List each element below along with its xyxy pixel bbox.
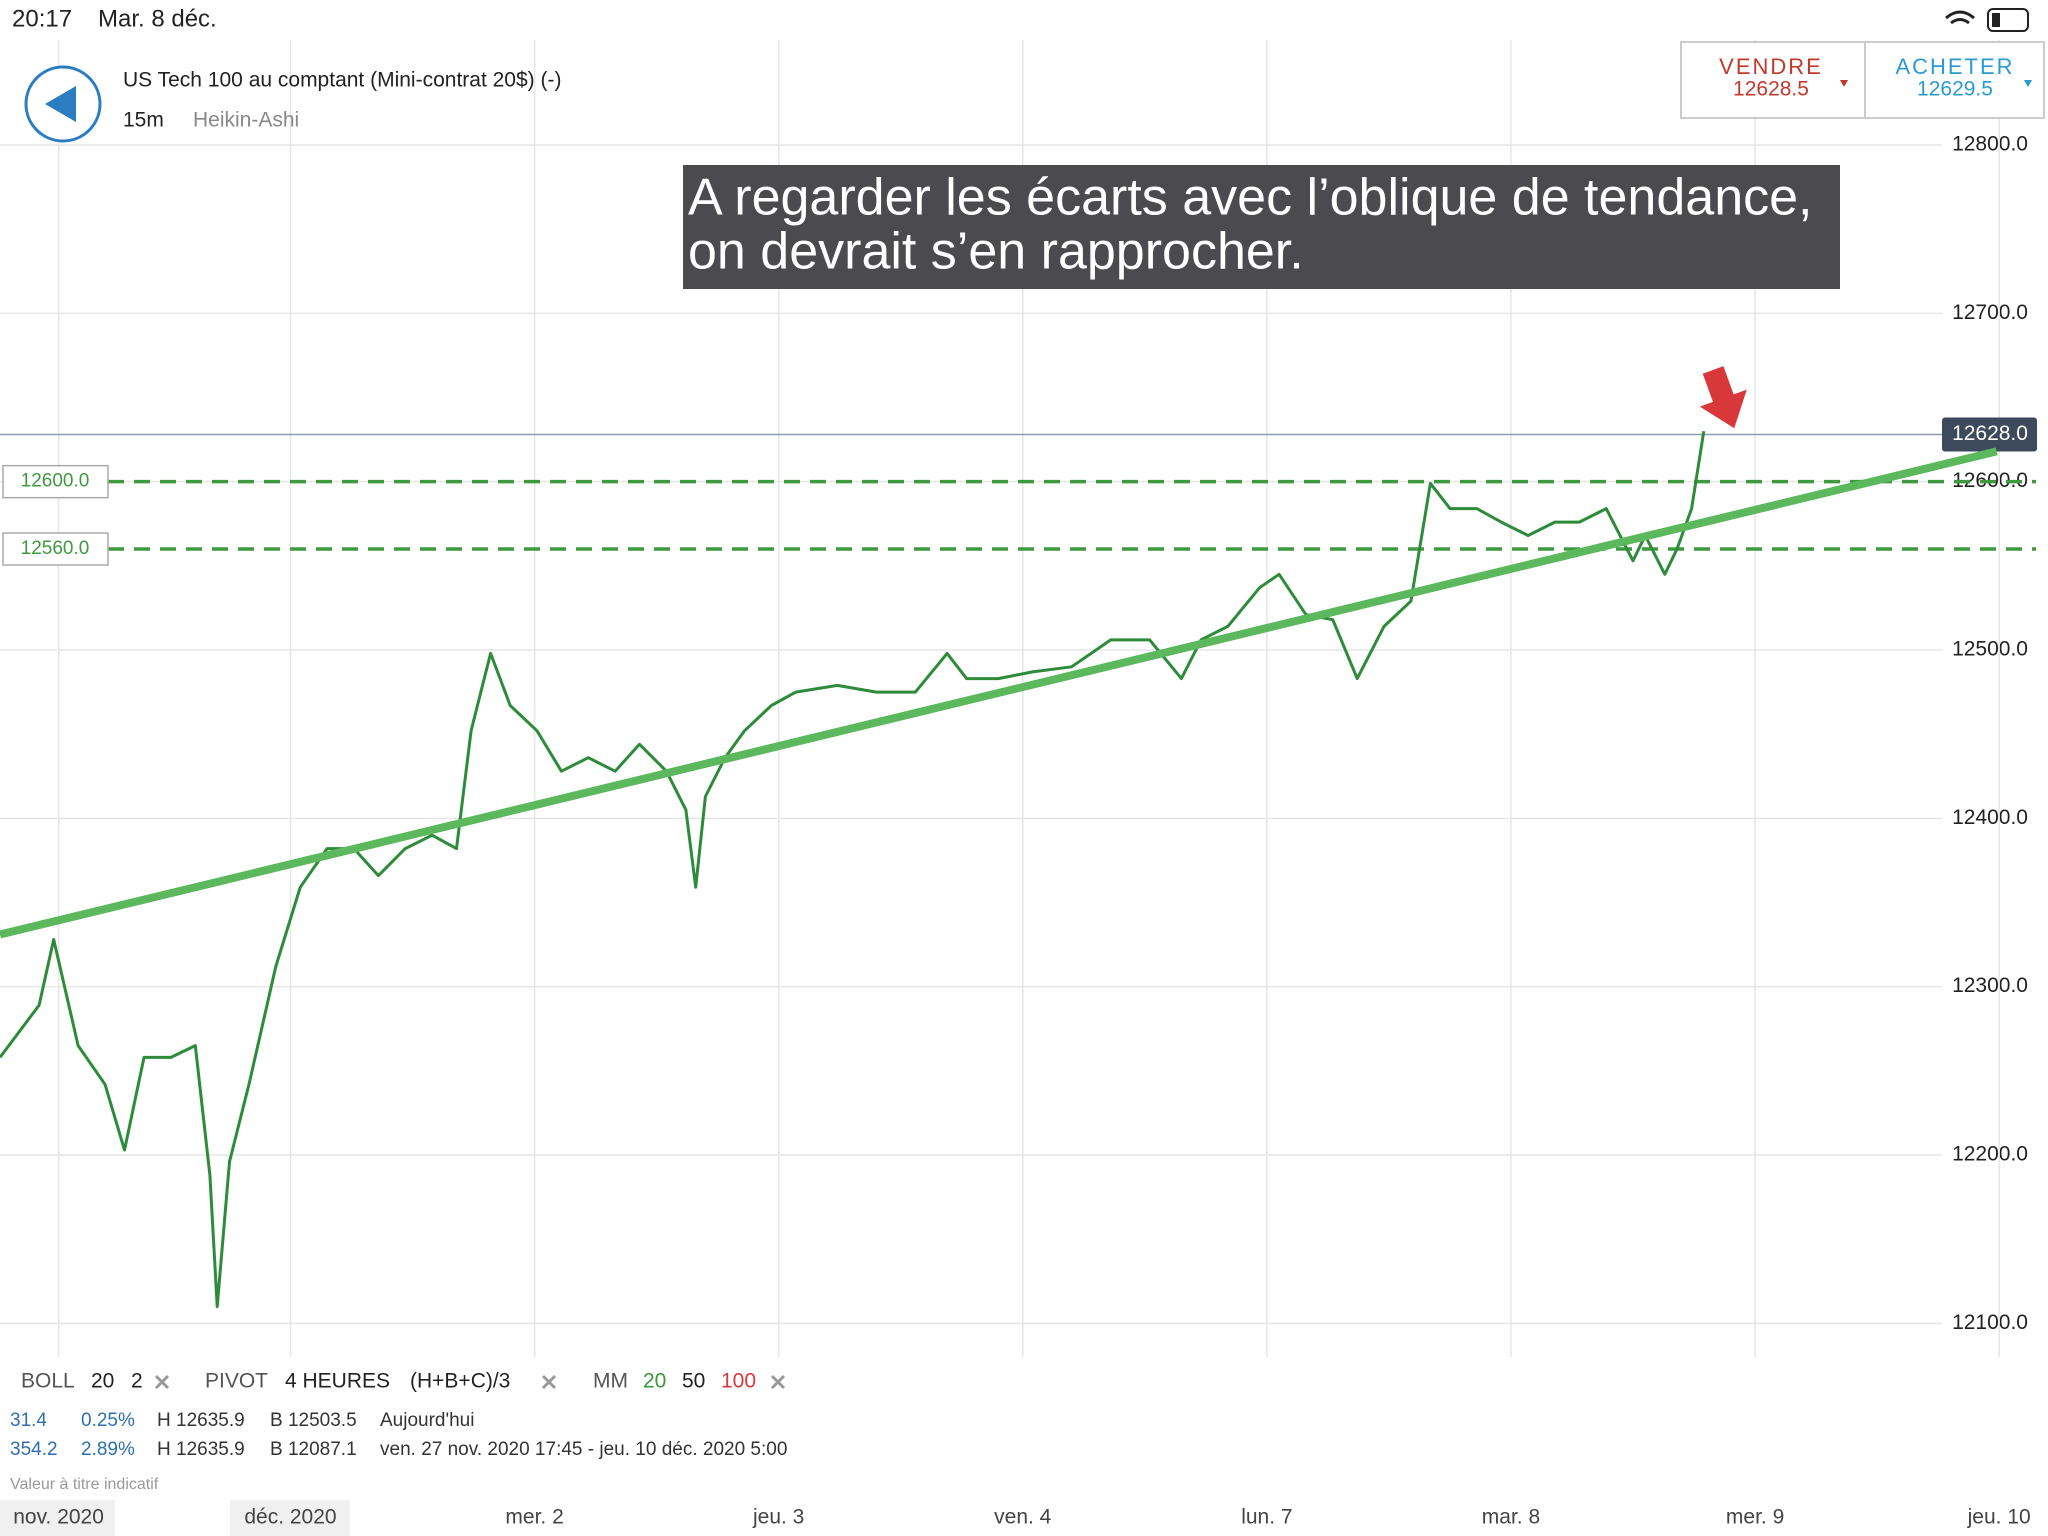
indicator-value: ven. 27 nov. 2020 17:45 - jeu. 10 déc. 2… [380, 1439, 787, 1460]
mm-param: 100 [721, 1370, 756, 1393]
annotation-line: on devrait s’en rapprocher. [688, 223, 1304, 281]
indicator-value: Aujourd'hui [380, 1410, 474, 1431]
pivot-param: 4 HEURES [285, 1370, 390, 1393]
sell-button[interactable]: VENDRE 12628.5 [1719, 54, 1848, 101]
battery-level [1992, 13, 2000, 27]
indicator-value: B 12503.5 [270, 1410, 357, 1431]
x-tick-label: jeu. 10 [1967, 1506, 2031, 1529]
pivot-label[interactable]: PIVOT [205, 1370, 268, 1393]
level-label: 12600.0 [21, 471, 90, 492]
annotation-arrow [1699, 366, 1747, 429]
mm-param: 50 [682, 1370, 705, 1393]
level-box [2, 532, 109, 566]
x-tick-label: ven. 4 [994, 1506, 1052, 1529]
mm-param: 20 [643, 1370, 666, 1393]
x-label-bg [0, 1500, 115, 1536]
annotation-line: A regarder les écarts avec l’oblique de … [688, 169, 1812, 227]
wifi-icon [1945, 10, 1975, 25]
sell-price[interactable]: 12628.5 [1733, 78, 1809, 101]
battery [1987, 8, 2029, 32]
indicator-value: 354.2 [10, 1439, 58, 1460]
indicator-bar: BOLL 20 2 PIVOT 4 HEURES (H+B+C)/3 MM 20… [21, 1370, 786, 1393]
buy-label[interactable]: ACHETER [1895, 54, 2014, 79]
grid: 12100.0 12200.0 12300.0 12400.0 12500.0 12600… [0, 40, 2028, 1357]
x-label-bg [230, 1500, 350, 1536]
level-label: 12560.0 [21, 538, 90, 559]
remove-icon[interactable] [541, 1374, 557, 1390]
current-price-label: 12628.0 [1952, 422, 2028, 445]
buy-button[interactable]: ACHETER 12629.5 [1895, 54, 2032, 101]
plot: 12628.0 12600.0 12560.0 [0, 417, 2037, 1308]
sell-label[interactable]: VENDRE [1719, 54, 1823, 79]
buy-caret [2024, 80, 2032, 87]
y-tick-label: 12200.0 [1952, 1143, 2028, 1166]
y-tick-label: 12400.0 [1952, 806, 2028, 829]
buy-price[interactable]: 12629.5 [1917, 78, 1993, 101]
trend-line [0, 447, 1998, 939]
annotation-box [683, 165, 1840, 289]
y-tick-label: 12300.0 [1952, 974, 2028, 997]
level-box [2, 464, 109, 499]
y-tick-label: 12800.0 [1952, 133, 2028, 156]
indicator-values: 31.4 0.25% H 12635.9 B 12503.5 Aujourd'hui 35… [10, 1410, 787, 1460]
x-axis: nov. 2020 déc. 2020 mer. 2 jeu. 3 ven. 4 lun.… [13, 1506, 2030, 1529]
y-tick-label: 12100.0 [1952, 1311, 2028, 1334]
indicator-value: 2.89% [81, 1439, 135, 1460]
status-date: Mar. 8 déc. [98, 5, 217, 32]
remove-icon[interactable] [770, 1374, 786, 1390]
indicator-value: H 12635.9 [157, 1439, 245, 1460]
indicator-value: B 12087.1 [270, 1439, 357, 1460]
instrument-title: US Tech 100 au comptant (Mini-contrat 20… [123, 69, 561, 92]
note: Valeur à titre indicatif [10, 1476, 159, 1493]
indicator-value: 0.25% [81, 1410, 135, 1431]
remove-icon[interactable] [154, 1374, 170, 1390]
indicator-value: 31.4 [10, 1410, 47, 1431]
interval[interactable]: 15m [123, 109, 164, 132]
y-tick-label: 12500.0 [1952, 638, 2028, 661]
boll-param: 20 [91, 1370, 114, 1393]
back-arrow [45, 86, 76, 122]
status-time: 20:17 [12, 5, 72, 32]
current-price-box [1942, 417, 2037, 452]
trade-panel [1680, 41, 2045, 119]
x-tick-label: nov. 2020 [13, 1506, 104, 1529]
mm-label[interactable]: MM [593, 1370, 628, 1393]
sell-caret [1840, 80, 1848, 87]
pivot-param: (H+B+C)/3 [410, 1370, 510, 1393]
x-tick-label: mar. 8 [1482, 1506, 1540, 1529]
x-tick-label: mer. 9 [1726, 1506, 1784, 1529]
price-line [0, 430, 1706, 1308]
chart-style[interactable]: Heikin-Ashi [193, 109, 299, 132]
y-tick-label: 12700.0 [1952, 301, 2028, 324]
x-tick-label: mer. 2 [505, 1506, 563, 1529]
boll-param: 2 [131, 1370, 143, 1393]
boll-label[interactable]: BOLL [21, 1370, 75, 1393]
x-tick-label: déc. 2020 [244, 1506, 336, 1529]
x-tick-label: jeu. 3 [752, 1506, 804, 1529]
x-tick-label: lun. 7 [1241, 1506, 1292, 1529]
indicator-value: H 12635.9 [157, 1410, 245, 1431]
